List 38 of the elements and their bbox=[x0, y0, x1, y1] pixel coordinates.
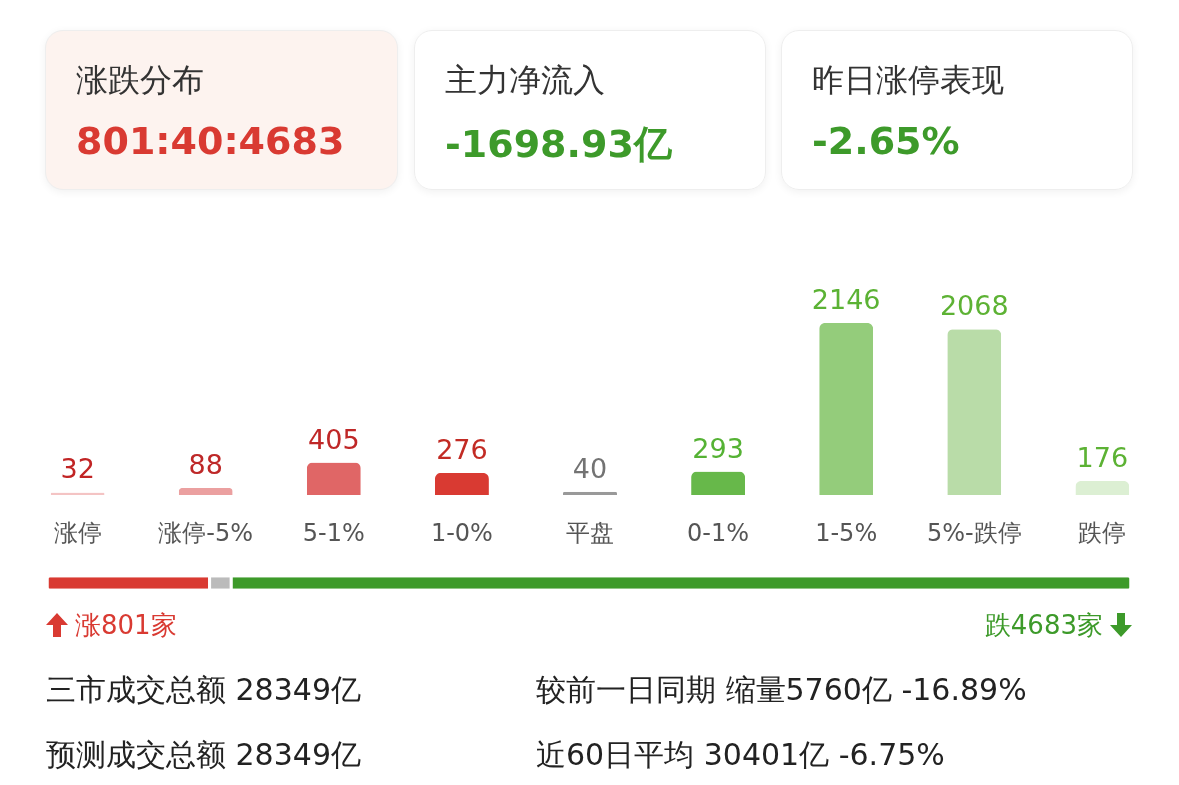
x-tick-label: 平盘 bbox=[566, 518, 614, 547]
text: -1698.93亿 bbox=[445, 121, 673, 168]
bar bbox=[1075, 480, 1130, 495]
x-tick-label: 涨停 bbox=[53, 518, 102, 547]
data-label: 276 bbox=[436, 433, 488, 465]
x-tick-label: 跌停 bbox=[1078, 518, 1127, 547]
data-label: 88 bbox=[188, 448, 223, 480]
text: 近60日平均 30401亿 -6.75% bbox=[536, 736, 946, 774]
data-label: 2068 bbox=[939, 290, 1009, 322]
data-label: 405 bbox=[308, 423, 360, 455]
text: 三市成交总额 28349亿 bbox=[46, 671, 362, 709]
x-tick-label: 5%-跌停 bbox=[926, 518, 1022, 547]
text: 801:40:4683 bbox=[76, 119, 346, 163]
data-label: 2146 bbox=[811, 284, 881, 315]
x-tick-label: 0-1% bbox=[687, 518, 750, 547]
data-label: 176 bbox=[1076, 441, 1129, 473]
bar bbox=[306, 462, 361, 495]
text: 涨801家 bbox=[74, 609, 177, 642]
text: -2.65% bbox=[812, 119, 961, 163]
text: 预测成交总额 28349亿 bbox=[46, 736, 362, 774]
bar bbox=[947, 329, 1002, 495]
bar bbox=[178, 487, 233, 495]
bar bbox=[819, 323, 874, 495]
text: 跌4683家 bbox=[984, 609, 1104, 642]
x-tick-label: 涨停-5% bbox=[158, 518, 254, 547]
data-label: 40 bbox=[572, 452, 608, 484]
x-tick-label: 5-1% bbox=[302, 518, 365, 547]
bar bbox=[563, 491, 617, 495]
text: 主力净流入 bbox=[445, 60, 606, 101]
text: 昨日涨停表现 bbox=[812, 60, 1005, 101]
bar bbox=[434, 472, 489, 495]
text: 较前一日同期 缩量5760亿 -16.89% bbox=[536, 671, 1028, 709]
x-tick-label: 1-0% bbox=[430, 518, 493, 547]
x-tick-label: 1-5% bbox=[815, 518, 878, 547]
data-label: 32 bbox=[60, 453, 95, 485]
data-label: 293 bbox=[692, 432, 744, 464]
text: 涨跌分布 bbox=[76, 60, 205, 101]
bar bbox=[691, 471, 746, 495]
